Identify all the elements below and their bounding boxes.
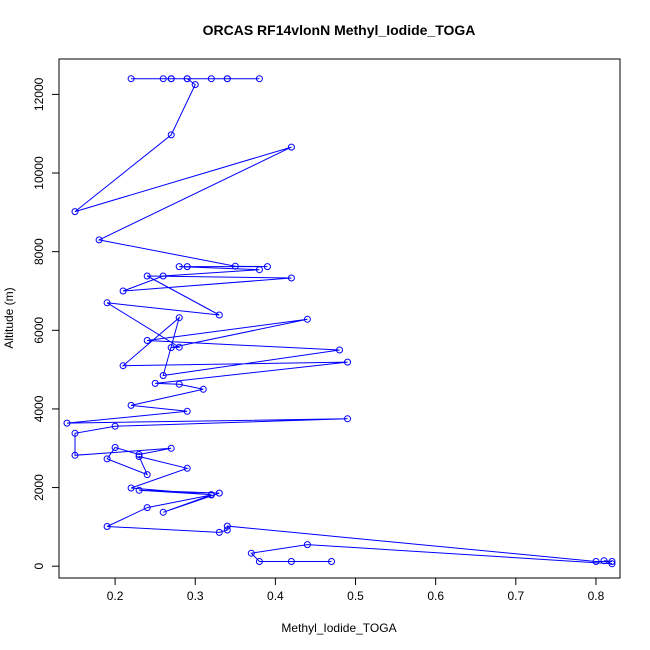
data-point (223, 526, 231, 534)
data-point (103, 523, 111, 530)
data-point (103, 299, 111, 307)
data-point (336, 346, 343, 354)
data-point (600, 557, 608, 565)
data-point (287, 558, 295, 565)
chart-title: ORCAS RF14vlonN Methyl_Iodide_TOGA (203, 22, 476, 38)
data-point (63, 419, 71, 427)
y-axis-label: Altitude (m) (2, 287, 16, 348)
data-point (111, 444, 119, 451)
y-tick-label: 8000 (32, 238, 46, 265)
data-point (247, 549, 255, 557)
data-point (255, 558, 263, 565)
data-point (303, 541, 311, 549)
data-point (71, 208, 79, 216)
data-point (127, 484, 135, 492)
data-point (592, 558, 600, 565)
x-tick-label: 0.2 (107, 589, 124, 603)
y-tick-label: 4000 (32, 395, 46, 422)
data-point (231, 262, 239, 270)
x-tick-label: 0.5 (347, 589, 364, 603)
data-point (183, 464, 191, 472)
data-point (191, 81, 199, 89)
data-point (223, 75, 231, 83)
data-point (167, 131, 175, 139)
data-point (215, 489, 223, 497)
data-point (71, 429, 79, 437)
data-point (175, 343, 183, 351)
data-point (127, 401, 135, 409)
data-point (175, 314, 183, 322)
x-tick-label: 0.8 (588, 589, 605, 603)
x-tick-label: 0.4 (267, 589, 284, 603)
x-tick-label: 0.7 (507, 589, 524, 603)
y-tick-label: 12000 (32, 77, 46, 111)
y-axis: 0 2000 4000 6000 8000 10000 12000 (32, 77, 60, 570)
y-tick-label: 2000 (32, 474, 46, 501)
data-point (143, 272, 151, 280)
data-point (303, 315, 311, 323)
data-point (183, 407, 191, 415)
data-point (159, 75, 167, 83)
data-point (263, 263, 271, 271)
data-point (215, 528, 223, 536)
series-markers (63, 75, 616, 568)
data-point (175, 263, 183, 271)
data-point (127, 75, 135, 83)
y-tick-label: 10000 (32, 156, 46, 190)
data-point (143, 471, 151, 479)
series-line (66, 78, 613, 565)
data-point (135, 451, 143, 458)
data-point (143, 337, 151, 344)
data-point (255, 266, 263, 274)
data-point (159, 372, 167, 379)
data-point (215, 311, 223, 319)
x-axis: 0.2 0.3 0.4 0.5 0.6 0.7 0.8 (107, 577, 605, 603)
data-point (183, 263, 191, 271)
data-point (103, 455, 111, 463)
data-point (608, 558, 616, 565)
data-point (199, 385, 207, 393)
data-point (159, 508, 167, 516)
data-point (143, 504, 151, 512)
data-point (608, 560, 616, 568)
data-point (159, 272, 167, 280)
data-point (328, 558, 335, 565)
data-point (135, 486, 143, 494)
plot-area-frame (58, 58, 621, 579)
y-tick-label: 0 (32, 563, 46, 570)
data-point (287, 274, 295, 282)
data-point (287, 143, 295, 151)
data-point (167, 344, 175, 352)
data-point (255, 75, 263, 83)
data-point (223, 522, 231, 530)
x-tick-label: 0.6 (427, 589, 444, 603)
data-point (167, 75, 175, 83)
data-point (167, 444, 175, 452)
data-point (71, 451, 79, 459)
data-point (135, 453, 143, 460)
x-axis-label: Methyl_Iodide_TOGA (281, 621, 396, 635)
data-point (111, 422, 119, 430)
data-point (119, 287, 127, 295)
data-point (344, 415, 351, 423)
data-point (207, 491, 215, 499)
data-point (344, 358, 351, 366)
data-point (183, 75, 191, 83)
data-point (119, 362, 127, 370)
data-point (95, 236, 103, 244)
x-tick-label: 0.3 (187, 589, 204, 603)
data-point (151, 379, 159, 387)
data-point (207, 75, 215, 83)
y-tick-label: 6000 (32, 317, 46, 344)
data-point (175, 380, 183, 388)
